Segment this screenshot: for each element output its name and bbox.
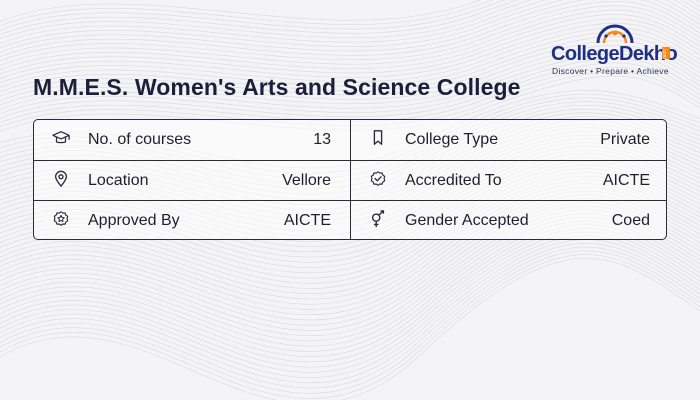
- courses-value: 13: [313, 131, 331, 148]
- info-cell-courses: No. of courses 13: [34, 120, 350, 160]
- location-value: Vellore: [282, 172, 331, 189]
- logo-arc-icon: [596, 24, 634, 44]
- logo-tld-badge: .com: [661, 47, 670, 59]
- info-cell-gender: Gender Accepted Coed: [351, 200, 666, 239]
- gender-value: Coed: [611, 212, 650, 229]
- column-divider: [350, 120, 351, 239]
- college-info-table: No. of courses 13 College Type Private L…: [33, 119, 667, 240]
- location-label: Location: [88, 172, 149, 189]
- check-circle-icon: [370, 171, 386, 186]
- logo-tagline: Discover • Prepare • Achieve: [552, 66, 669, 76]
- collegedekho-logo[interactable]: CollegeDekho .com Discover • Prepare • A…: [548, 22, 678, 78]
- gender-icon: [371, 210, 385, 228]
- info-cell-college-type: College Type Private: [351, 120, 666, 160]
- gender-label: Gender Accepted: [405, 212, 529, 229]
- approved-by-value: AICTE: [283, 212, 331, 229]
- logo-text-college: College: [551, 43, 620, 65]
- info-cell-location: Location Vellore: [34, 160, 350, 200]
- college-type-label: College Type: [405, 131, 499, 148]
- college-type-value: Private: [600, 131, 650, 148]
- approval-badge-icon: [53, 211, 69, 226]
- table-row: No. of courses 13 College Type Private: [34, 120, 666, 160]
- table-row: Approved By AICTE Gender Accepted Coed: [34, 200, 666, 239]
- graduation-cap-icon: [52, 131, 70, 144]
- page-title: M.M.E.S. Women's Arts and Science Colleg…: [33, 74, 521, 100]
- table-row: Location Vellore Accredited To AICTE: [34, 160, 666, 200]
- info-cell-approved-by: Approved By AICTE: [34, 200, 350, 239]
- info-cell-accreditation: Accredited To AICTE: [351, 160, 666, 200]
- accredited-label: Accredited To: [405, 172, 502, 189]
- bookmark-icon: [373, 130, 383, 145]
- location-pin-icon: [54, 170, 68, 187]
- courses-label: No. of courses: [88, 131, 192, 148]
- approved-by-label: Approved By: [88, 212, 180, 229]
- accredited-value: AICTE: [602, 172, 650, 189]
